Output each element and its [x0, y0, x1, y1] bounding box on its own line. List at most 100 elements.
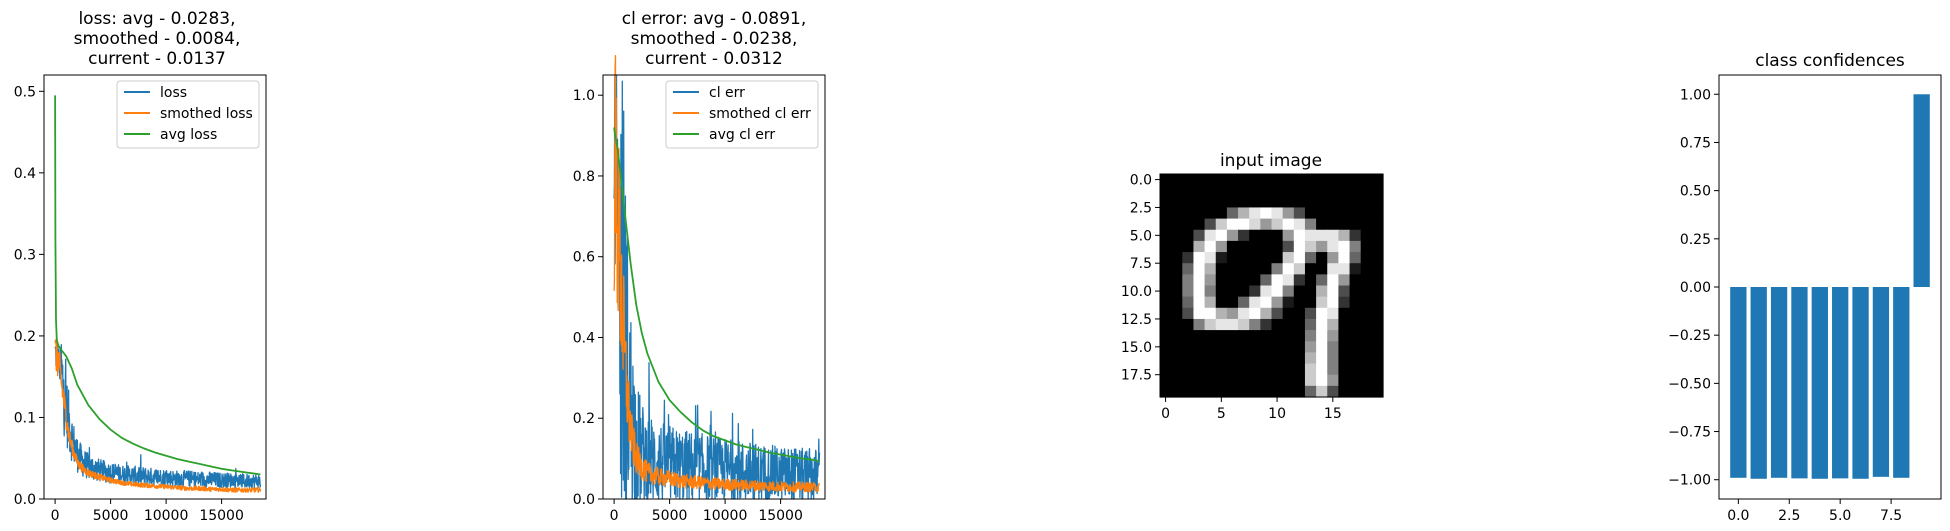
image-pixel [1271, 296, 1284, 309]
clerr-title-line-1: cl error: avg - 0.0891, [622, 9, 807, 29]
image-pixel [1371, 341, 1384, 353]
image-pixel [1193, 229, 1206, 242]
confidence-bar-4 [1811, 287, 1828, 479]
image-pixel [1316, 240, 1328, 253]
image-pixel [1182, 229, 1195, 242]
loss-xtick-label: 15000 [199, 508, 244, 524]
clerr-ytick-label: 0.6 [573, 250, 595, 266]
image-pixel [1349, 263, 1362, 275]
image-pixel [1238, 341, 1250, 353]
image-pixel [1360, 196, 1373, 209]
image-pixel [1171, 307, 1183, 320]
confidence-chart: class confidences 0.0 2.5 5.0 7.5 −1.00 −0.75… [1668, 51, 1942, 524]
image-pixel [1327, 307, 1339, 320]
image-pixel [1182, 285, 1195, 298]
confidence-bar-2 [1770, 287, 1788, 478]
image-pixel [1182, 363, 1195, 376]
image-pixel [1293, 252, 1306, 264]
image-pixel [1338, 252, 1351, 264]
image-pixel [1226, 318, 1239, 331]
image-pixel [1238, 252, 1250, 264]
image-pixel [1193, 174, 1206, 186]
image-pixel [1304, 330, 1317, 342]
image-pixel [1193, 307, 1206, 320]
image-pixel [1316, 352, 1328, 365]
image-pixel [1349, 196, 1362, 209]
input-image-title: input image [1220, 151, 1322, 171]
image-pixel [1327, 296, 1339, 309]
image-pixel [1204, 352, 1217, 365]
image-pixel [1304, 352, 1317, 365]
image-pixel [1304, 207, 1317, 220]
image-pixel [1327, 263, 1339, 275]
image-pixel [1249, 341, 1261, 353]
input-image-frame [1159, 173, 1384, 398]
image-pixel [1215, 252, 1228, 264]
image-pixel [1271, 218, 1284, 231]
image-pixel [1360, 174, 1373, 186]
image-pixel [1338, 330, 1351, 342]
image-pixel [1249, 352, 1261, 365]
image-pixel [1293, 174, 1306, 186]
image-pixel [1360, 352, 1373, 365]
image-pixel [1182, 207, 1195, 220]
image-pixel [1160, 285, 1172, 298]
image-pixel [1249, 185, 1261, 197]
image-pixel [1226, 341, 1239, 353]
image-pixel [1349, 341, 1362, 353]
image-pixel [1160, 263, 1172, 275]
image-pixel [1249, 374, 1261, 387]
image-pixel [1238, 196, 1250, 209]
image-pixel [1304, 174, 1317, 186]
clerr-axis-ticks: 0 5000 10000 15000 0.0 0.2 0.4 0.6 0.8 1.0 [573, 88, 803, 524]
input-image-pixels [1160, 174, 1384, 398]
image-pixel [1349, 252, 1362, 264]
image-pixel [1204, 218, 1217, 231]
image-pixel [1360, 263, 1373, 275]
loss-xtick-label: 10000 [144, 508, 189, 524]
image-pixel [1360, 296, 1373, 309]
loss-plot-area [54, 95, 262, 493]
image-pixel [1327, 352, 1339, 365]
loss-series-smothed-loss [54, 336, 262, 493]
image-pixel [1304, 385, 1317, 398]
image-pixel [1316, 263, 1328, 275]
image-pixel [1260, 352, 1273, 365]
image-pixel [1282, 207, 1295, 220]
image-pixel [1371, 296, 1384, 309]
image-pixel [1360, 285, 1373, 298]
loss-legend-label-avg: avg loss [160, 127, 217, 143]
image-pixel [1215, 330, 1228, 342]
image-pixel [1327, 274, 1339, 287]
image-pixel [1327, 174, 1339, 186]
clerr-title-line-3: current - 0.0312 [645, 49, 783, 69]
image-pixel [1160, 207, 1172, 220]
image-pixel [1293, 307, 1306, 320]
loss-chart: loss: avg - 0.0283, smoothed - 0.0084, c… [14, 9, 267, 524]
image-pixel [1215, 363, 1228, 376]
image-pixel [1171, 229, 1183, 242]
clerr-xtick-label: 15000 [758, 508, 803, 524]
image-pixel [1215, 285, 1228, 298]
confidence-xtick-label: 2.5 [1778, 508, 1800, 524]
image-pixel [1193, 363, 1206, 376]
image-pixel [1282, 229, 1295, 242]
confidence-ytick-label: 0.25 [1680, 232, 1711, 248]
image-pixel [1226, 374, 1239, 387]
image-pixel [1215, 274, 1228, 287]
image-pixel [1226, 229, 1239, 242]
image-pixel [1282, 318, 1295, 331]
image-pixel [1316, 341, 1328, 353]
image-pixel [1215, 296, 1228, 309]
loss-series-loss [54, 343, 262, 489]
image-pixel [1349, 185, 1362, 197]
image-pixel [1226, 263, 1239, 275]
confidence-title: class confidences [1755, 51, 1905, 71]
image-pixel [1371, 352, 1384, 365]
image-pixel [1193, 263, 1206, 275]
image-pixel [1226, 285, 1239, 298]
loss-xtick-label: 5000 [93, 508, 129, 524]
clerr-xtick-label: 0 [610, 508, 619, 524]
confidence-ytick-label: 0.50 [1680, 184, 1711, 200]
